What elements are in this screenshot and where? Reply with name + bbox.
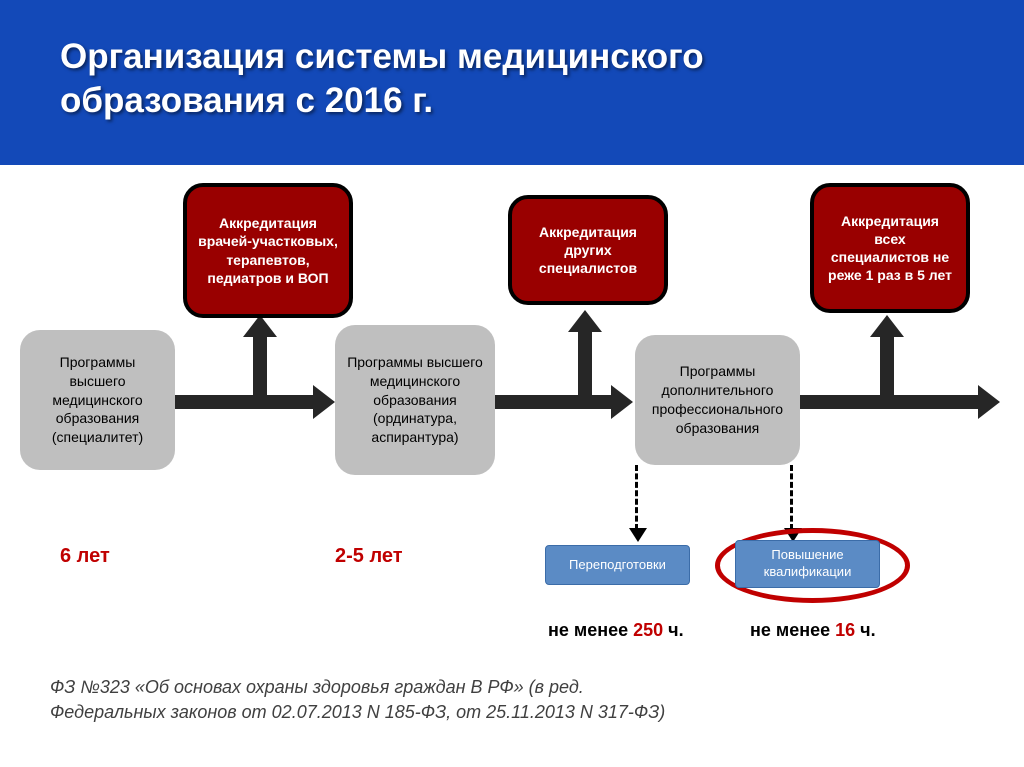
hours-label: не менее 250 ч. bbox=[548, 620, 684, 641]
hours-label: не менее 16 ч. bbox=[750, 620, 876, 641]
duration-label: 6 лет bbox=[60, 545, 110, 568]
arrow-down-dashed bbox=[635, 465, 638, 530]
accreditation-1: Аккредитация врачей-участковых, терапевт… bbox=[183, 183, 353, 318]
program-residency: Программы высшего медицинского образован… bbox=[335, 325, 495, 475]
flowchart: Аккредитация врачей-участковых, терапевт… bbox=[0, 165, 1024, 767]
title-line-2: образования с 2016 г. bbox=[60, 81, 433, 120]
accreditation-3: Аккредитация всех специалистов не реже 1… bbox=[810, 183, 970, 313]
retraining: Переподготовки bbox=[545, 545, 690, 585]
title-line-1: Организация системы медицинского bbox=[60, 37, 704, 76]
arrow-up bbox=[578, 330, 592, 402]
page-title: Организация системы медицинского образов… bbox=[60, 35, 964, 123]
program-specialty: Программы высшего медицинского образован… bbox=[20, 330, 175, 470]
arrow-up bbox=[880, 335, 894, 402]
accreditation-2: Аккредитация других специалистов bbox=[508, 195, 668, 305]
footnote: ФЗ №323 «Об основах охраны здоровья граж… bbox=[50, 675, 665, 725]
arrow-right bbox=[490, 395, 613, 409]
arrow-down-dashed bbox=[790, 465, 793, 530]
program-additional: Программы дополнительного профессиональн… bbox=[635, 335, 800, 465]
duration-label: 2-5 лет bbox=[335, 545, 403, 568]
header: Организация системы медицинского образов… bbox=[0, 0, 1024, 165]
arrow-right bbox=[170, 395, 315, 409]
qualification: Повышение квалификации bbox=[735, 540, 880, 588]
arrow-up bbox=[253, 335, 267, 402]
